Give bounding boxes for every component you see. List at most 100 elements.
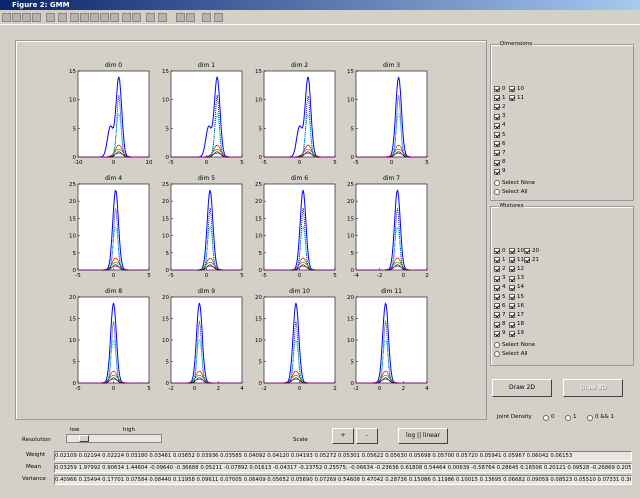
plus-button[interactable]: + <box>332 428 354 444</box>
checkbox[interactable] <box>494 330 500 337</box>
density-curve <box>356 379 427 384</box>
checkbox[interactable] <box>494 312 500 319</box>
checkbox[interactable] <box>494 303 500 310</box>
checkbox[interactable] <box>494 132 500 138</box>
radio[interactable] <box>494 180 500 186</box>
checkbox-label: 8 <box>502 321 506 328</box>
checkbox[interactable] <box>494 275 500 282</box>
density-curve <box>264 338 335 384</box>
y-tick-label: 0 <box>351 268 355 274</box>
checkbox[interactable] <box>494 86 500 92</box>
checkbox[interactable] <box>509 294 515 300</box>
tool-icon[interactable] <box>90 13 99 22</box>
y-tick-label: 15 <box>347 69 354 75</box>
field-value: 0.02109 0.02194 0.02224 0.03180 0.03461 … <box>54 451 632 461</box>
radio[interactable] <box>494 342 500 348</box>
checkbox[interactable] <box>494 257 500 264</box>
checkbox[interactable] <box>509 303 515 310</box>
checkbox[interactable] <box>509 312 515 319</box>
checkbox-label: 7 <box>502 149 506 156</box>
checkbox-label: 15 <box>517 293 524 300</box>
checkbox-label: 10 <box>517 85 524 92</box>
resolution-slider[interactable] <box>66 434 162 443</box>
x-tick-label: -2 <box>377 273 382 279</box>
checkbox[interactable] <box>509 284 515 291</box>
tool-icon[interactable] <box>100 13 109 22</box>
minus-button[interactable]: - <box>356 428 378 444</box>
tool-icon[interactable] <box>2 13 11 22</box>
checkbox[interactable] <box>494 321 500 328</box>
checkbox[interactable] <box>509 330 515 337</box>
tool-icon[interactable] <box>214 13 223 22</box>
checkbox[interactable] <box>494 284 500 291</box>
x-tick-label: -5 <box>75 273 81 279</box>
y-tick-label: 5 <box>73 126 77 132</box>
tool-icon[interactable] <box>70 13 79 22</box>
log-linear-button[interactable]: log || linear <box>398 428 448 444</box>
checkbox[interactable] <box>494 168 500 175</box>
checkbox[interactable] <box>494 248 500 254</box>
x-tick-label: 0 <box>205 160 209 166</box>
plot-title: dim 8 <box>105 288 122 295</box>
checkbox-label: 19 <box>517 330 524 337</box>
checkbox[interactable] <box>494 294 500 300</box>
radio[interactable] <box>494 351 500 357</box>
tool-icon[interactable] <box>202 13 211 22</box>
y-tick-label: 15 <box>255 69 262 75</box>
checkbox[interactable] <box>494 159 500 166</box>
y-tick-label: 10 <box>162 338 169 344</box>
tool-icon[interactable] <box>146 13 155 22</box>
tool-icon[interactable] <box>122 13 131 22</box>
draw-3d-button[interactable]: Draw 3D <box>563 379 623 397</box>
tool-icon[interactable] <box>158 13 167 22</box>
checkbox[interactable] <box>494 113 500 120</box>
y-tick-label: 0 <box>351 381 355 387</box>
x-tick-label: -5 <box>353 160 359 166</box>
radio-label: Select All <box>502 351 528 357</box>
scale-label: Scale <box>293 437 308 443</box>
tool-icon[interactable] <box>58 13 67 22</box>
tool-icon[interactable] <box>12 13 21 22</box>
checkbox[interactable] <box>509 275 515 282</box>
y-tick-label: 20 <box>162 199 169 205</box>
checkbox[interactable] <box>494 104 500 111</box>
y-tick-label: 0 <box>166 155 170 161</box>
y-tick-label: 0 <box>259 381 263 387</box>
slider-thumb[interactable] <box>79 435 89 442</box>
checkbox[interactable] <box>494 150 500 157</box>
checkbox[interactable] <box>494 266 500 273</box>
radio[interactable] <box>565 415 571 421</box>
tool-icon[interactable] <box>132 13 141 22</box>
y-tick-label: 5 <box>166 251 170 257</box>
checkbox[interactable] <box>494 122 500 129</box>
checkbox[interactable] <box>509 95 515 102</box>
checkbox[interactable] <box>509 321 515 328</box>
tool-icon[interactable] <box>176 13 185 22</box>
tool-icon[interactable] <box>22 13 31 22</box>
y-tick-label: 15 <box>162 317 169 323</box>
radio[interactable] <box>587 415 593 421</box>
panel-title: Mixtures <box>499 203 525 209</box>
checkbox[interactable] <box>509 86 515 92</box>
x-tick-label: 0 <box>112 160 116 166</box>
tool-icon[interactable] <box>32 13 41 22</box>
checkbox[interactable] <box>509 266 515 273</box>
checkbox[interactable] <box>509 257 515 264</box>
radio[interactable] <box>494 189 500 195</box>
checkbox[interactable] <box>524 248 530 254</box>
density-curve <box>356 266 427 271</box>
tool-icon[interactable] <box>46 13 55 22</box>
draw-2d-button[interactable]: Draw 2D <box>492 379 552 397</box>
y-tick-label: 25 <box>69 182 76 188</box>
checkbox[interactable] <box>494 141 500 148</box>
radio[interactable] <box>543 415 549 421</box>
y-tick-label: 15 <box>347 317 354 323</box>
plot-panel: dim 0 -10 0 10 0 5 10 15 dim 1 -5 0 5 0 5 10 15 dim 2 -5 0… <box>15 40 487 420</box>
checkbox[interactable] <box>509 248 515 254</box>
checkbox[interactable] <box>524 257 530 264</box>
tool-icon[interactable] <box>186 13 195 22</box>
checkbox[interactable] <box>494 95 500 102</box>
tool-icon[interactable] <box>80 13 89 22</box>
tool-icon[interactable] <box>110 13 119 22</box>
checkbox-label: 0 <box>502 247 506 254</box>
